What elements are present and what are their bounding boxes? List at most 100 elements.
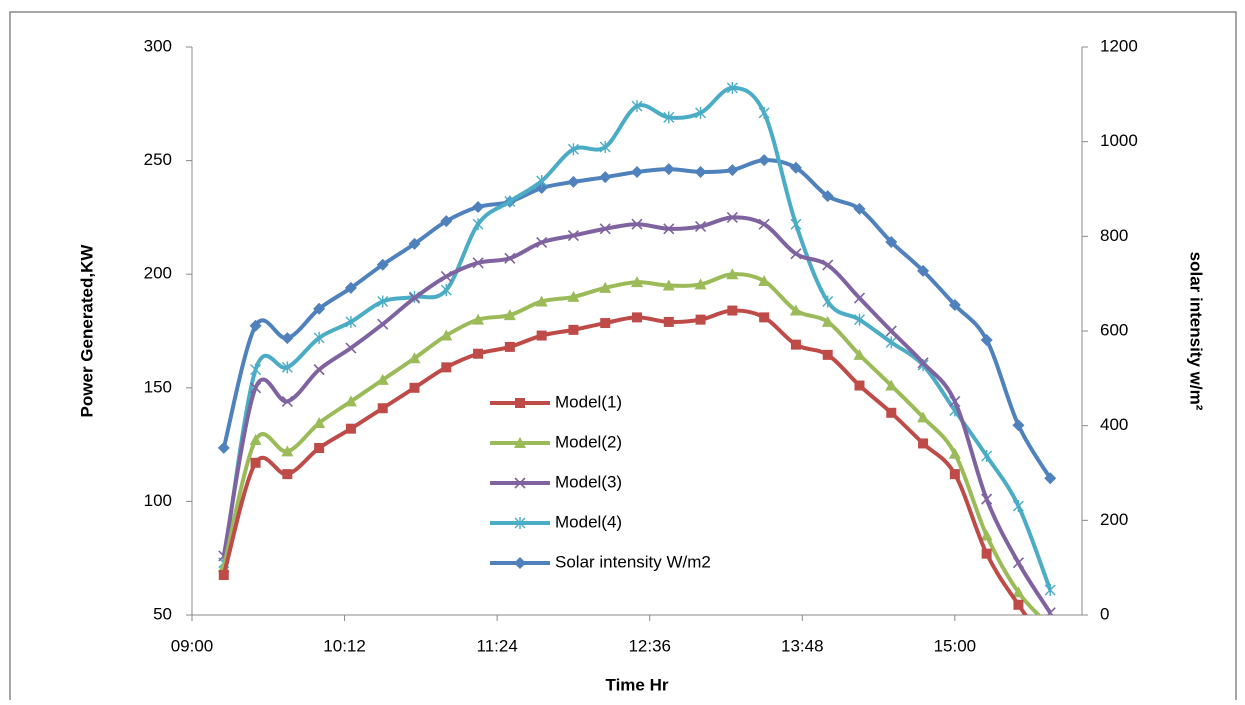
marker — [313, 364, 325, 376]
marker — [726, 268, 739, 280]
marker — [981, 493, 993, 505]
marker — [441, 362, 452, 373]
marker — [536, 175, 548, 188]
marker — [408, 237, 421, 250]
marker — [281, 361, 293, 374]
x-tick-label: 13:48 — [781, 636, 824, 655]
marker — [981, 449, 993, 462]
marker — [917, 357, 929, 369]
marker — [1044, 472, 1057, 485]
marker — [515, 398, 525, 408]
marker — [727, 305, 738, 316]
marker — [599, 171, 612, 184]
marker — [408, 352, 421, 364]
marker — [376, 373, 389, 385]
y2-tick-label: 1200 — [1100, 36, 1138, 55]
marker — [281, 395, 293, 407]
marker — [790, 248, 802, 260]
marker — [662, 279, 675, 291]
chart-frame — [9, 11, 1237, 705]
marker — [853, 348, 866, 360]
marker — [663, 223, 675, 235]
marker — [789, 161, 802, 174]
marker — [949, 469, 960, 480]
plot-area — [217, 81, 1057, 615]
marker — [631, 165, 643, 178]
series-line — [221, 85, 1053, 591]
marker — [885, 336, 897, 349]
marker — [504, 252, 516, 264]
marker — [599, 223, 611, 235]
marker — [567, 143, 579, 156]
marker — [281, 332, 294, 345]
marker — [822, 295, 834, 308]
marker — [249, 319, 262, 332]
marker — [885, 379, 898, 391]
marker — [886, 407, 897, 418]
marker — [313, 331, 325, 344]
marker — [759, 312, 770, 323]
marker — [853, 202, 866, 215]
marker — [514, 437, 526, 448]
legend-label: Solar intensity W/m2 — [555, 552, 711, 571]
y-tick-label: 200 — [144, 264, 172, 283]
marker — [217, 441, 230, 454]
marker — [854, 313, 865, 326]
x-axis-title: Time Hr — [606, 675, 669, 694]
marker — [345, 315, 357, 328]
series-line — [221, 272, 1042, 615]
marker — [514, 517, 526, 529]
marker — [758, 275, 771, 287]
marker — [599, 281, 612, 293]
marker — [440, 329, 453, 341]
marker — [663, 316, 674, 327]
marker — [440, 270, 452, 283]
marker — [1012, 499, 1024, 512]
marker — [726, 81, 738, 94]
marker — [344, 395, 357, 407]
marker — [758, 154, 771, 167]
marker — [473, 348, 484, 359]
legend-label: Model(4) — [555, 512, 622, 531]
marker — [250, 382, 262, 394]
marker — [376, 258, 389, 271]
marker — [567, 230, 579, 242]
y-tick-label: 150 — [144, 377, 172, 396]
marker — [472, 313, 485, 325]
marker — [821, 190, 834, 203]
marker — [695, 220, 707, 233]
marker — [885, 236, 898, 249]
marker — [504, 341, 515, 352]
marker — [854, 380, 865, 391]
marker — [663, 111, 675, 124]
marker — [918, 438, 929, 449]
marker — [377, 295, 389, 308]
x-tick-label: 15:00 — [934, 636, 977, 655]
y2-tick-label: 200 — [1100, 510, 1128, 529]
marker — [948, 298, 961, 311]
marker — [632, 312, 642, 323]
marker — [282, 469, 293, 480]
marker — [949, 395, 961, 407]
marker — [1044, 584, 1056, 597]
x-tick-label: 10:12 — [323, 636, 366, 655]
marker — [1013, 599, 1024, 610]
marker — [345, 423, 356, 434]
legend-label: Model(2) — [555, 432, 622, 451]
marker — [980, 529, 993, 541]
marker — [472, 200, 485, 213]
marker — [536, 330, 547, 341]
x-tick-label: 12:36 — [628, 636, 671, 655]
marker — [440, 284, 452, 297]
marker — [409, 382, 420, 393]
marker — [695, 106, 707, 119]
y-tick-label: 250 — [144, 150, 172, 169]
marker — [631, 100, 643, 113]
marker — [1012, 586, 1025, 598]
marker — [568, 324, 579, 335]
marker — [345, 342, 357, 354]
x-tick-label: 11:24 — [477, 636, 518, 655]
y-axis-title: Power Generated,KW — [77, 244, 96, 418]
marker — [821, 315, 834, 327]
marker — [1044, 607, 1056, 615]
